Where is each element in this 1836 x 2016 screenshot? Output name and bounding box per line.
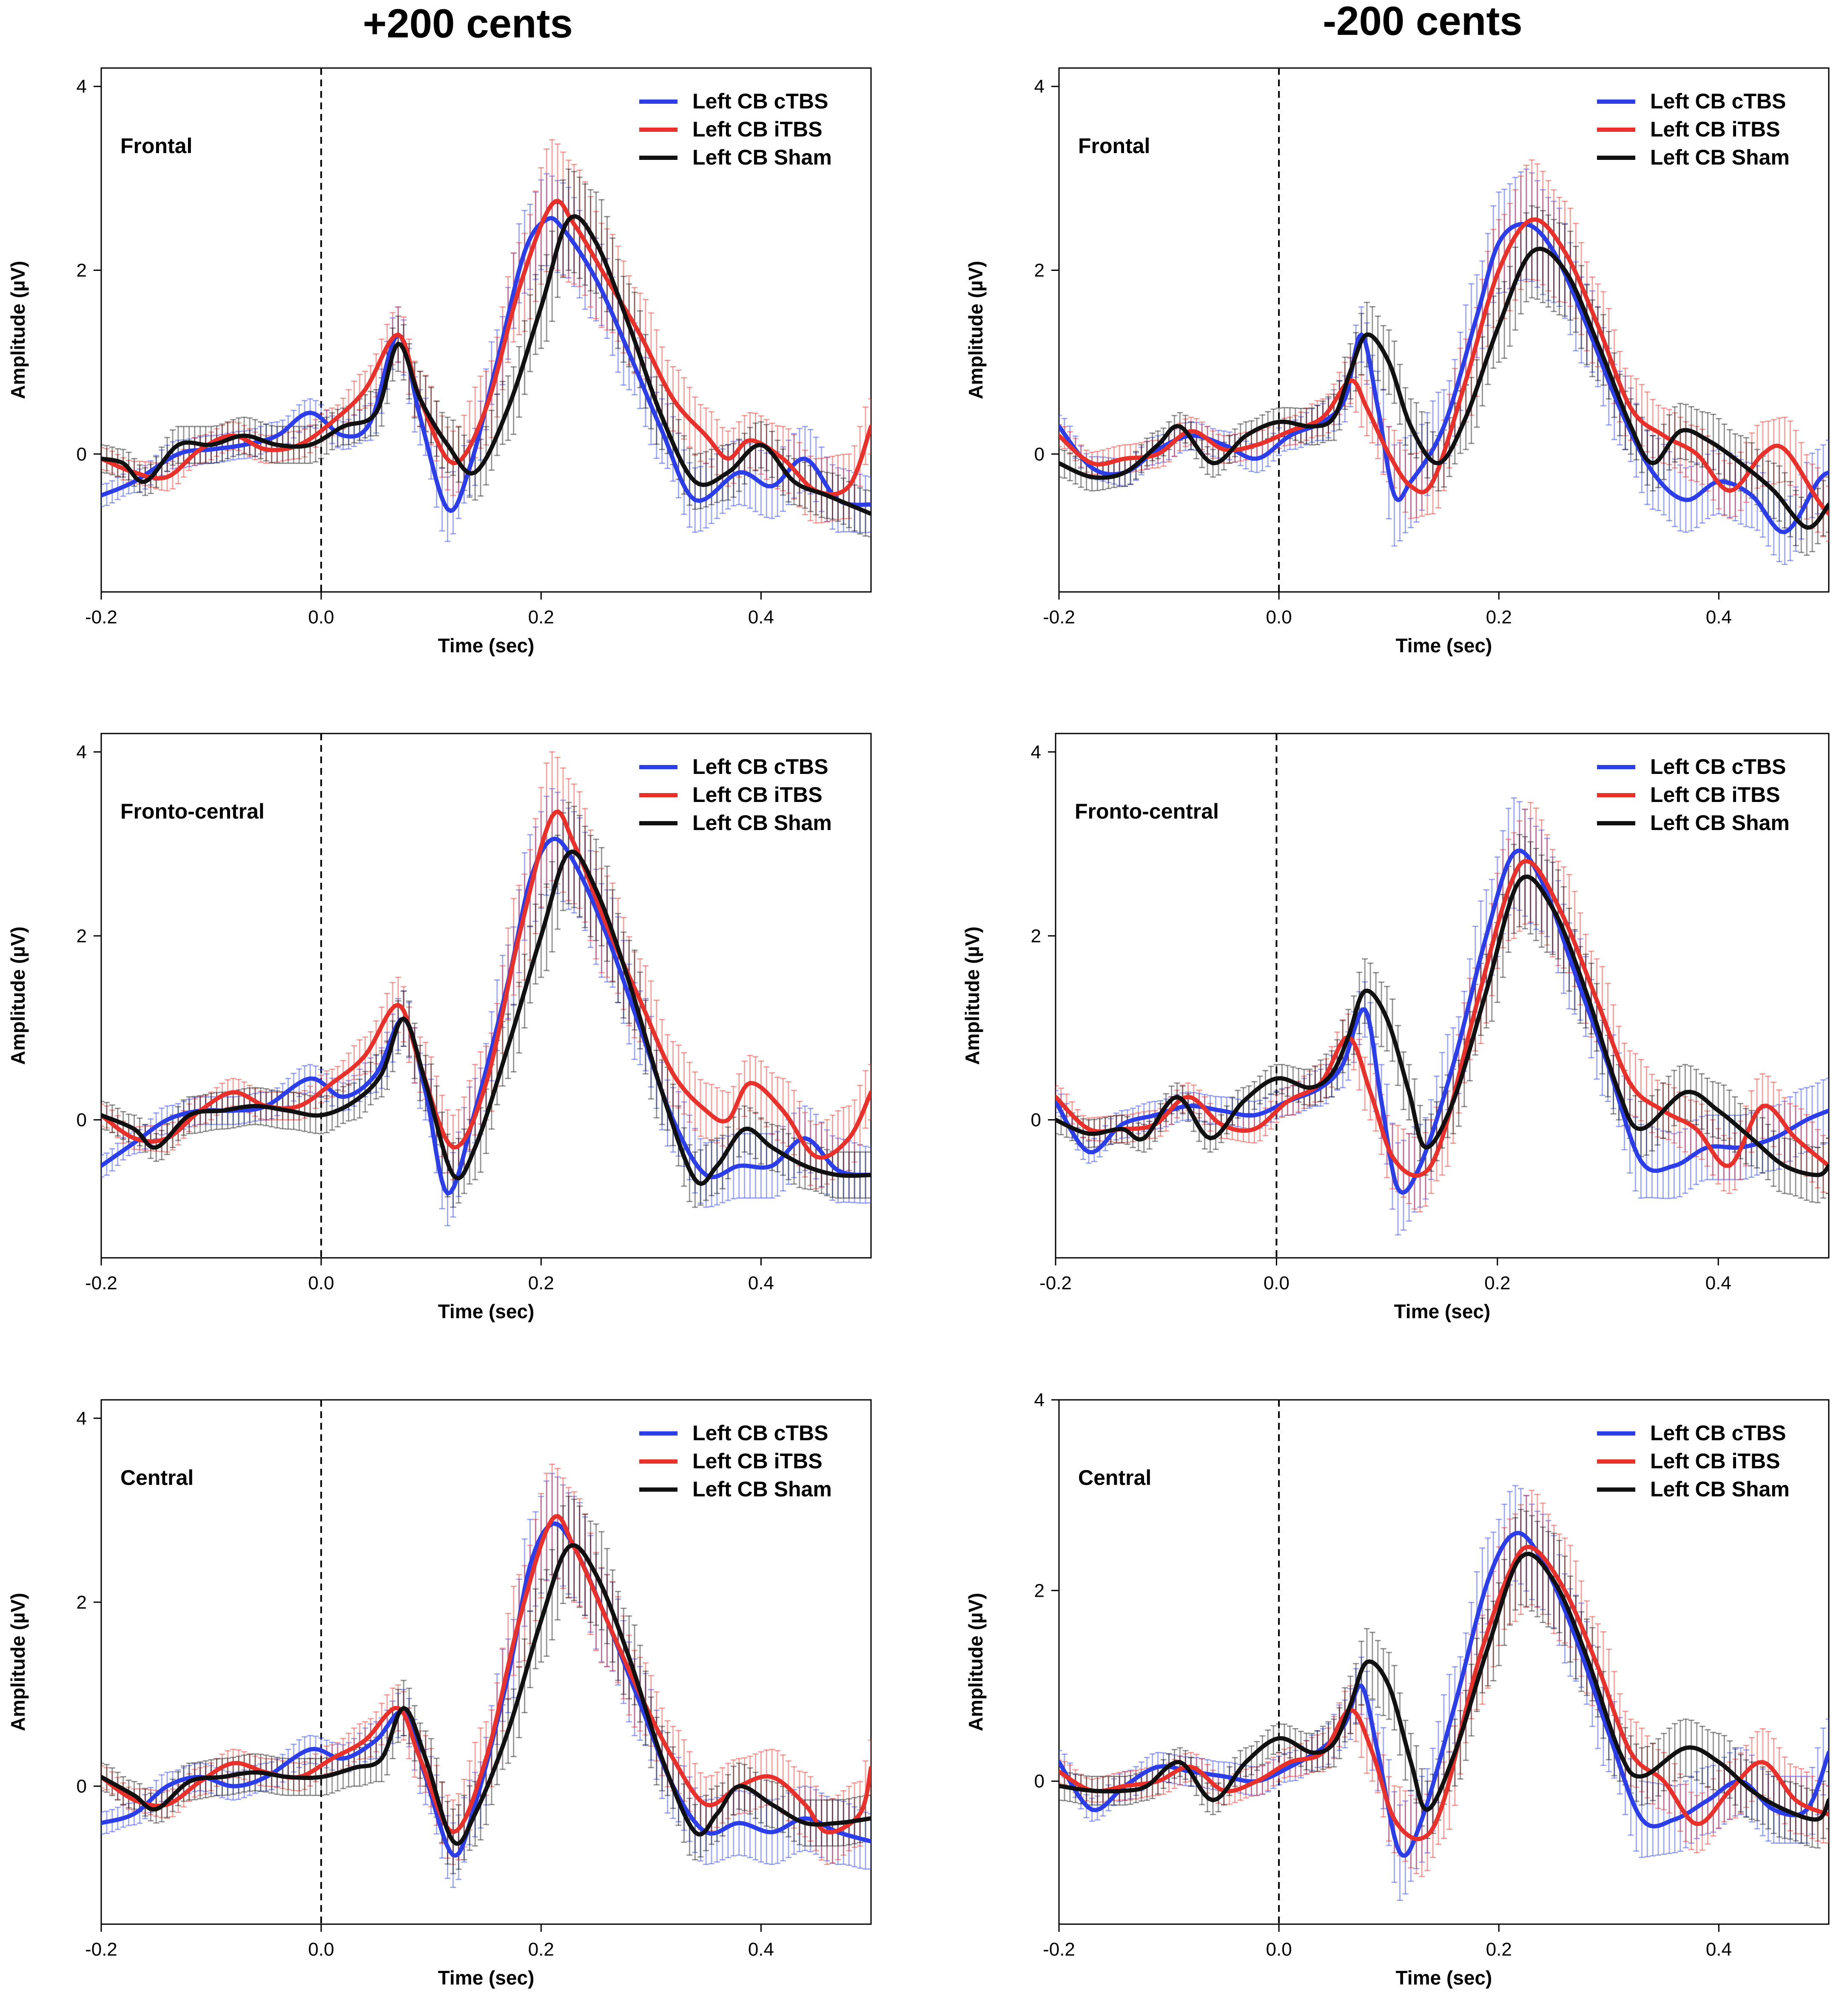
series-line-sham <box>101 849 871 1186</box>
x-tick-label: 0.2 <box>1484 1273 1510 1294</box>
x-tick-label: 0.2 <box>528 607 554 628</box>
y-tick-label: 2 <box>77 260 87 281</box>
legend: Left CB cTBS Left CB iTBS Left CB Sham <box>639 755 832 835</box>
y-tick-label: 2 <box>77 926 87 947</box>
legend-label-itbs: Left CB iTBS <box>1650 117 1780 141</box>
region-label: Frontal <box>1078 134 1150 158</box>
region-label: Fronto-central <box>120 799 265 823</box>
series-line-itbs <box>101 809 871 1160</box>
legend-label-sham: Left CB Sham <box>1650 145 1790 169</box>
plot-area <box>101 751 871 1226</box>
x-tick-label: 0.4 <box>748 607 774 628</box>
legend-label-ctbs: Left CB cTBS <box>692 755 828 779</box>
x-tick-label: -0.2 <box>85 607 117 628</box>
plot-frame <box>100 733 872 1259</box>
legend-label-sham: Left CB Sham <box>692 145 832 169</box>
y-tick-label: 4 <box>1034 76 1045 97</box>
legend-label-itbs: Left CB iTBS <box>692 783 823 807</box>
column-title-plus-200: +200 cents <box>363 1 573 46</box>
legend-label-itbs: Left CB iTBS <box>692 117 823 141</box>
y-axis-title: Amplitude (µV) <box>961 927 983 1065</box>
panel-grid: -0.2 0.0 0.2 0.4 0 2 4 Time (sec) Amplitude (µV)… <box>7 67 1830 1989</box>
x-tick-label: 0.2 <box>528 1273 554 1294</box>
x-axis-title: Time (sec) <box>438 634 535 657</box>
plot-frame <box>1055 733 1830 1259</box>
y-tick-label: 4 <box>77 76 87 97</box>
y-axis-title: Amplitude (µV) <box>7 261 29 399</box>
series-line-ctbs <box>101 836 871 1196</box>
legend-label-sham: Left CB Sham <box>692 811 832 835</box>
x-tick-label: 0.4 <box>748 1273 774 1294</box>
x-axis-title: Time (sec) <box>1396 634 1492 657</box>
y-tick-label: 0 <box>77 1110 87 1131</box>
y-tick-label: 0 <box>77 444 87 465</box>
x-tick-label: 0.4 <box>1705 1273 1731 1294</box>
plot-frame <box>1058 67 1830 593</box>
x-tick-label: 0.4 <box>1706 607 1732 628</box>
plot-area <box>1059 159 1829 565</box>
x-tick-label: 0.0 <box>1264 1273 1289 1294</box>
series-line-sham <box>101 214 871 516</box>
y-tick-label: 4 <box>77 742 87 762</box>
plot-frame <box>100 67 872 593</box>
region-label: Frontal <box>120 134 192 158</box>
erp-panel-3: -0.2 0.0 0.2 0.4 0 2 4 Time (sec) Amplitude (µV)… <box>7 733 872 1322</box>
x-tick-label: 0.0 <box>308 1273 334 1294</box>
x-tick-label: 0.0 <box>308 607 334 628</box>
erp-panel-1: -0.2 0.0 0.2 0.4 0 2 4 Time (sec) Amplitude (µV)… <box>7 67 872 657</box>
x-tick-label: 0.0 <box>1266 607 1292 628</box>
legend-label-ctbs: Left CB cTBS <box>1650 89 1786 113</box>
y-tick-label: 0 <box>1034 444 1045 465</box>
x-tick-label: -0.2 <box>1039 1273 1072 1294</box>
y-tick-label: 2 <box>1031 926 1041 947</box>
series-line-itbs <box>1059 217 1829 516</box>
x-tick-label: -0.2 <box>1043 607 1075 628</box>
y-tick-label: 0 <box>1031 1110 1041 1131</box>
x-axis-title: Time (sec) <box>438 1300 535 1322</box>
x-tick-label: 0.2 <box>1486 607 1512 628</box>
legend-label-ctbs: Left CB cTBS <box>692 89 828 113</box>
y-tick-label: 4 <box>1031 742 1041 762</box>
column-title-minus-200: -200 cents <box>1323 0 1523 44</box>
erp-panel-4: -0.2 0.0 0.2 0.4 0 2 4 Time (sec) Amplitude (µV)… <box>961 733 1830 1322</box>
legend: Left CB cTBS Left CB iTBS Left CB Sham <box>1597 89 1790 169</box>
x-tick-label: -0.2 <box>85 1273 117 1294</box>
region-label: Fronto-central <box>1075 799 1219 823</box>
x-axis-title: Time (sec) <box>1394 1300 1491 1322</box>
plot-area <box>1056 797 1829 1236</box>
erp-panel-2: -0.2 0.0 0.2 0.4 0 2 4 Time (sec) Amplitude (µV)… <box>965 67 1830 657</box>
legend: Left CB cTBS Left CB iTBS Left CB Sham <box>639 89 832 169</box>
series-line-sham <box>1059 246 1829 530</box>
y-tick-label: 2 <box>1034 260 1045 281</box>
y-axis-title: Amplitude (µV) <box>965 261 987 399</box>
y-axis-title: Amplitude (µV) <box>7 927 29 1065</box>
plot-area <box>101 139 871 542</box>
